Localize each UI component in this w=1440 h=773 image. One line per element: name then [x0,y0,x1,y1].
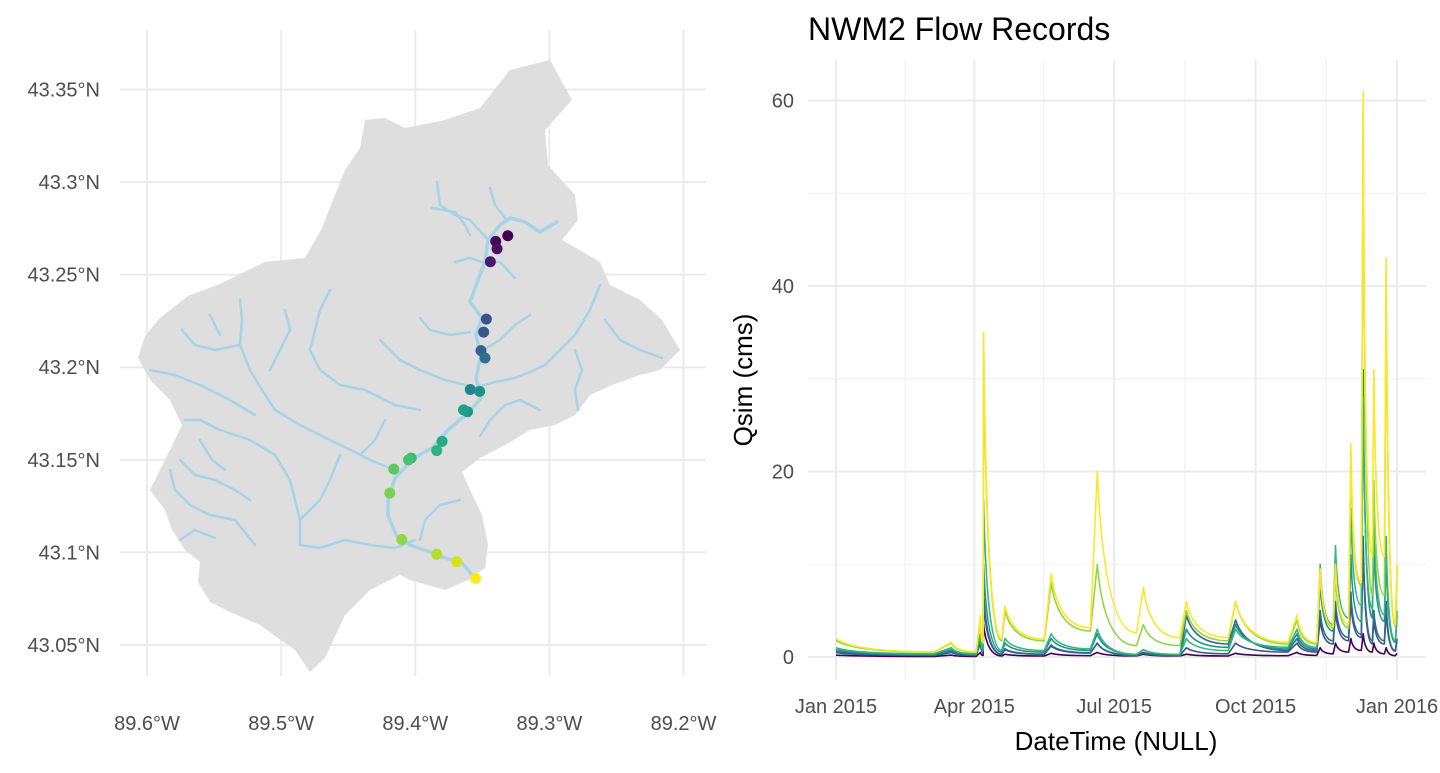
stream-west-trib-8 [148,368,257,417]
flow-series-line [835,90,1398,653]
stream-west-trib-2 [418,316,472,337]
map-x-tick-label: 89.2°W [651,713,717,735]
gauge-point [384,487,396,499]
chart-x-tick-label: Jan 2016 [1356,696,1438,718]
x-axis-title: DateTime (NULL) [1015,726,1218,756]
map-y-tick-label: 43.25°N [28,265,101,287]
chart-x-tick-label: Jan 2015 [795,696,877,718]
chart-y-tick-label: 0 [783,647,794,669]
gauge-point [431,445,443,457]
gauge-point [431,548,443,560]
chart-title: NWM2 Flow Records [808,11,1110,47]
stream-south-loop [298,538,417,550]
stream-south-trib-4 [358,418,387,457]
gauge-point [484,256,496,268]
flow-series-line [835,535,1398,657]
map-x-tick-label: 89.3°W [516,713,582,735]
stream-southwest [168,468,257,547]
stream-south-trib-3 [298,453,342,522]
map-tick-labels: 89.6°W 89.5°W 89.4°W 89.3°W 89.2°W 43.05°N 43.… [28,79,717,735]
stream-west-trib-5 [268,308,292,372]
chart-grid [808,60,1426,680]
gauge-point [436,435,448,447]
chart-tick-labels: 0 20 40 60 Jan 2015 Apr 2015 Jul 2015 Oct 2015 J… [772,91,1438,719]
stream-west-trib-6 [180,328,242,352]
stream-west-trib-7 [208,313,222,337]
gauge-point [480,313,492,325]
stream-east-trib-6 [481,313,532,352]
flow-chart-panel: NWM2 Flow Records 0 20 40 60 Jan 2015 Apr 201… [720,0,1440,768]
chart-x-tick-label: Apr 2015 [934,696,1015,718]
stream-south-trib-1 [418,498,462,542]
stream-east-trib-2 [453,256,484,264]
flow-series-line [835,396,1398,656]
flow-series-line [835,99,1398,653]
chart-y-tick-label: 40 [772,276,794,298]
watershed-map-panel: 89.6°W 89.5°W 89.4°W 89.3°W 89.2°W 43.05°N 43.… [0,0,720,768]
stream-east-trib-7 [478,398,542,438]
stream-south-trib-2 [178,528,217,542]
chart-series [835,90,1398,658]
flow-chart: NWM2 Flow Records 0 20 40 60 Jan 2015 Apr 201… [728,11,1438,756]
map-y-tick-label: 43.3°N [39,172,100,194]
map-y-tick-label: 43.15°N [28,450,101,472]
map-y-tick-label: 43.35°N [28,79,101,101]
chart-y-tick-label: 60 [772,91,794,113]
gauge-point [451,556,463,568]
flow-series-line [835,623,1398,658]
stream-north-trib-2 [430,206,472,237]
map-y-tick-label: 43.2°N [39,357,100,379]
flow-series-line [835,544,1398,657]
map-x-tick-label: 89.5°W [248,713,314,735]
gauge-point [470,572,482,584]
stream-north-trib-1 [435,180,490,242]
gauge-point [464,383,476,395]
stream-west-trib-3 [378,338,467,387]
gauge-point [474,385,486,397]
gauge-point [458,404,470,416]
gauge-point [396,533,408,545]
y-axis-title: Qsim (cms) [728,314,758,447]
gauge-point [502,230,514,242]
gauge-point [403,454,415,466]
chart-y-tick-label: 20 [772,462,794,484]
chart-x-tick-label: Jul 2015 [1076,696,1152,718]
map-y-tick-label: 43.1°N [39,542,100,564]
gauge-point [479,352,491,364]
map-x-tick-label: 89.6°W [114,713,180,735]
map-y-tick-label: 43.05°N [28,635,101,657]
stream-east-trib-4 [603,318,664,360]
map-x-tick-label: 89.4°W [382,713,448,735]
gauge-point [478,326,490,338]
chart-x-tick-label: Oct 2015 [1215,696,1296,718]
stream-sw-trib-1 [178,458,252,502]
gauge-point [491,243,503,255]
watershed-boundary [138,60,680,672]
stream-sw-trib-2 [198,438,227,472]
stream-east-trib-3 [479,283,602,388]
stream-west-trib [183,418,302,547]
watershed-map: 89.6°W 89.5°W 89.4°W 89.3°W 89.2°W 43.05°N 43.… [28,30,717,735]
gauge-point [388,463,400,475]
gauge-points [384,230,514,584]
stream-west-trib-4 [308,288,422,412]
stream-east-trib-5 [573,348,584,412]
stream-north-trib-3 [488,186,507,220]
